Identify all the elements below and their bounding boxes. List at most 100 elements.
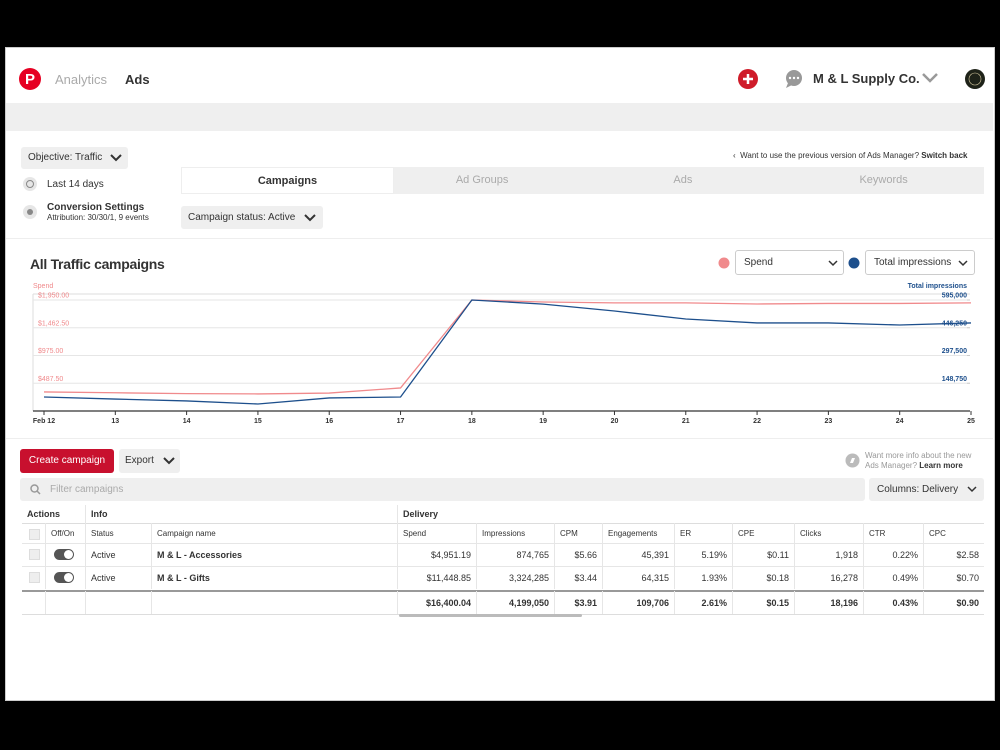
help-text: Want more info about the new Ads Manager… (865, 451, 972, 470)
date-range[interactable]: Last 14 days (47, 179, 104, 190)
column-header[interactable]: Clicks (795, 523, 864, 543)
legend-label: Total impressions (874, 257, 952, 268)
line-chart: Spend Total impressions $487.50 $975.00 $1,4… (32, 283, 975, 425)
metric-dropdown[interactable]: Spend (735, 250, 844, 275)
metric-value: $11,448.85 (398, 566, 477, 589)
impressions-legend-dot (848, 257, 860, 269)
metric-value: 5.19% (675, 543, 733, 566)
row-checkbox[interactable] (29, 549, 40, 560)
column-header[interactable]: Impressions (477, 523, 555, 543)
row-rule (22, 523, 984, 524)
account-chevron[interactable] (921, 72, 939, 84)
divider (6, 438, 993, 439)
row-checkbox[interactable] (29, 529, 40, 540)
tab[interactable]: Ads (673, 174, 693, 186)
column-header[interactable]: Off/On (46, 523, 86, 543)
create-button[interactable] (738, 69, 758, 89)
legend-label: Spend (744, 257, 773, 268)
divider (6, 238, 993, 239)
y-tick-label: $1,462.50 (38, 320, 69, 327)
spend-legend-dot (718, 257, 730, 269)
y-tick-label: $1,950.00 (38, 293, 69, 300)
y-axis-label: Spend (33, 283, 53, 290)
column-header[interactable]: Spend (398, 523, 477, 543)
x-tick-label: 20 (611, 418, 619, 425)
x-tick-label: Feb 12 (33, 418, 55, 425)
campaign-name[interactable]: M & L - Accessories (152, 543, 398, 566)
tab[interactable]: Campaigns (181, 167, 394, 194)
x-tick-label: 16 (325, 418, 333, 425)
group-header: Actions (22, 505, 86, 523)
filter-placeholder: Filter campaigns (50, 484, 124, 495)
objective-label: Objective: Traffic (28, 152, 103, 163)
messages-icon[interactable] (784, 69, 804, 89)
avatar[interactable] (964, 68, 986, 90)
row-checkbox[interactable] (29, 572, 40, 583)
totals-empty (86, 591, 152, 614)
status-dropdown[interactable]: Campaign status: Active (181, 206, 323, 229)
metric-value: $4,951.19 (398, 543, 477, 566)
total-value: 18,196 (795, 591, 864, 614)
metric-value: $5.66 (555, 543, 603, 566)
x-tick-label: 22 (753, 418, 761, 425)
column-header[interactable]: CTR (864, 523, 924, 543)
row-select (22, 566, 46, 589)
columns-dropdown[interactable]: Columns: Delivery (869, 478, 984, 501)
conversion-detail: Attribution: 30/30/1, 9 events (47, 213, 149, 222)
series-line (43, 299, 972, 395)
scrollbar[interactable] (399, 614, 582, 617)
total-value: $0.15 (733, 591, 795, 614)
column-header[interactable]: CPE (733, 523, 795, 543)
row-rule (22, 566, 984, 567)
pinterest-logo[interactable]: P (18, 67, 42, 91)
totals-empty (152, 591, 398, 614)
x-tick-label: 23 (824, 418, 832, 425)
total-value: 0.43% (864, 591, 924, 614)
totals-empty (46, 591, 86, 614)
toolbar-band (6, 103, 993, 131)
metric-value: $3.44 (555, 566, 603, 589)
x-tick-label: 25 (967, 418, 975, 425)
nav-link[interactable]: Ads (125, 72, 150, 87)
account-name[interactable]: M & L Supply Co. (813, 71, 920, 86)
on-off-toggle[interactable] (54, 549, 74, 560)
metric-value: 16,278 (795, 566, 864, 589)
toggle-cell (46, 566, 86, 589)
on-off-toggle[interactable] (54, 572, 74, 583)
header-checkbox[interactable] (22, 523, 46, 543)
nav-link[interactable]: Analytics (55, 72, 108, 87)
tab[interactable]: Ad Groups (455, 174, 509, 186)
total-value: 2.61% (675, 591, 733, 614)
column-header[interactable]: Engagements (603, 523, 675, 543)
filter-input[interactable]: Filter campaigns (20, 478, 865, 501)
total-value: $3.91 (555, 591, 603, 614)
previous-version-notice: ‹ Want to use the previous version of Ad… (733, 151, 968, 160)
metric-value: $0.70 (956, 572, 979, 583)
x-tick-label: 19 (539, 418, 547, 425)
metric-value: $2.58 (956, 549, 979, 560)
app-window (5, 47, 995, 701)
column-header[interactable]: Campaign name (152, 523, 398, 543)
learn-more-link[interactable]: Learn more (919, 461, 963, 470)
column-header[interactable]: CPM (555, 523, 603, 543)
metric-value: 0.49% (864, 566, 924, 589)
metric-value: 45,391 (603, 543, 675, 566)
switch-back-link[interactable]: Switch back (921, 151, 968, 160)
column-header[interactable]: CPC (929, 528, 946, 538)
y-tick-label: $487.50 (38, 376, 63, 383)
conversion-title[interactable]: Conversion Settings (47, 202, 145, 213)
column-header[interactable]: ER (675, 523, 733, 543)
metric-dropdown[interactable]: Total impressions (865, 250, 975, 275)
campaign-name[interactable]: M & L - Gifts (152, 566, 398, 589)
column-header[interactable]: Status (86, 523, 152, 543)
status: Active (86, 543, 152, 566)
objective-dropdown[interactable]: Objective: Traffic (21, 147, 128, 169)
total-value: $0.90 (956, 597, 979, 608)
metric-value: 3,324,285 (477, 566, 555, 589)
compass-icon (845, 453, 860, 468)
export-button[interactable]: Export (119, 449, 180, 473)
series-line (43, 299, 972, 405)
metric-value: 874,765 (477, 543, 555, 566)
tab[interactable]: Keywords (859, 174, 908, 186)
create-campaign-button[interactable]: Create campaign (20, 449, 114, 473)
